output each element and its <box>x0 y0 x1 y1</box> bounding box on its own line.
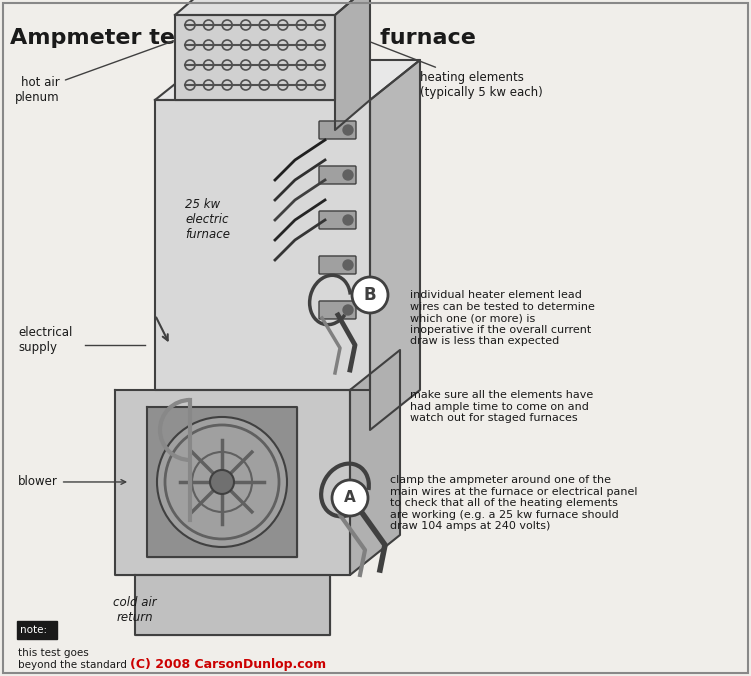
Polygon shape <box>335 0 370 130</box>
Text: hot air
plenum: hot air plenum <box>15 36 188 104</box>
Text: A: A <box>344 491 356 506</box>
Circle shape <box>343 260 353 270</box>
Polygon shape <box>115 390 350 575</box>
FancyBboxPatch shape <box>319 301 356 319</box>
Polygon shape <box>147 407 297 557</box>
Polygon shape <box>155 60 420 100</box>
Text: clamp the ampmeter around one of the
main wires at the furnace or electrical pan: clamp the ampmeter around one of the mai… <box>390 475 638 531</box>
FancyBboxPatch shape <box>17 621 57 639</box>
Text: this test goes
beyond the standard: this test goes beyond the standard <box>18 648 127 669</box>
Text: note:: note: <box>20 625 47 635</box>
FancyBboxPatch shape <box>319 166 356 184</box>
Text: blower: blower <box>18 475 125 489</box>
Polygon shape <box>370 60 420 430</box>
Polygon shape <box>350 350 400 575</box>
Text: electrical
supply: electrical supply <box>18 326 72 354</box>
Circle shape <box>343 170 353 180</box>
Text: individual heater element lead
wires can be tested to determine
which one (or mo: individual heater element lead wires can… <box>410 290 595 346</box>
Text: 25 kw
electric
furnace: 25 kw electric furnace <box>185 199 230 241</box>
Text: make sure all the elements have
had ample time to come on and
watch out for stag: make sure all the elements have had ampl… <box>410 390 593 423</box>
Text: heating elements
(typically 5 kw each): heating elements (typically 5 kw each) <box>278 6 543 99</box>
FancyBboxPatch shape <box>319 121 356 139</box>
Circle shape <box>210 470 234 494</box>
Circle shape <box>343 125 353 135</box>
Text: (C) 2008 CarsonDunlop.com: (C) 2008 CarsonDunlop.com <box>130 658 326 671</box>
Polygon shape <box>135 575 330 635</box>
Text: Ampmeter testing of electric furnace: Ampmeter testing of electric furnace <box>10 28 476 48</box>
Circle shape <box>332 480 368 516</box>
Polygon shape <box>155 100 370 390</box>
Circle shape <box>343 215 353 225</box>
Text: B: B <box>363 286 376 304</box>
Circle shape <box>343 305 353 315</box>
Circle shape <box>352 277 388 313</box>
Circle shape <box>157 417 287 547</box>
FancyBboxPatch shape <box>319 256 356 274</box>
FancyBboxPatch shape <box>319 211 356 229</box>
Polygon shape <box>175 0 370 15</box>
Polygon shape <box>175 15 335 100</box>
Text: cold air
return: cold air return <box>113 596 157 624</box>
